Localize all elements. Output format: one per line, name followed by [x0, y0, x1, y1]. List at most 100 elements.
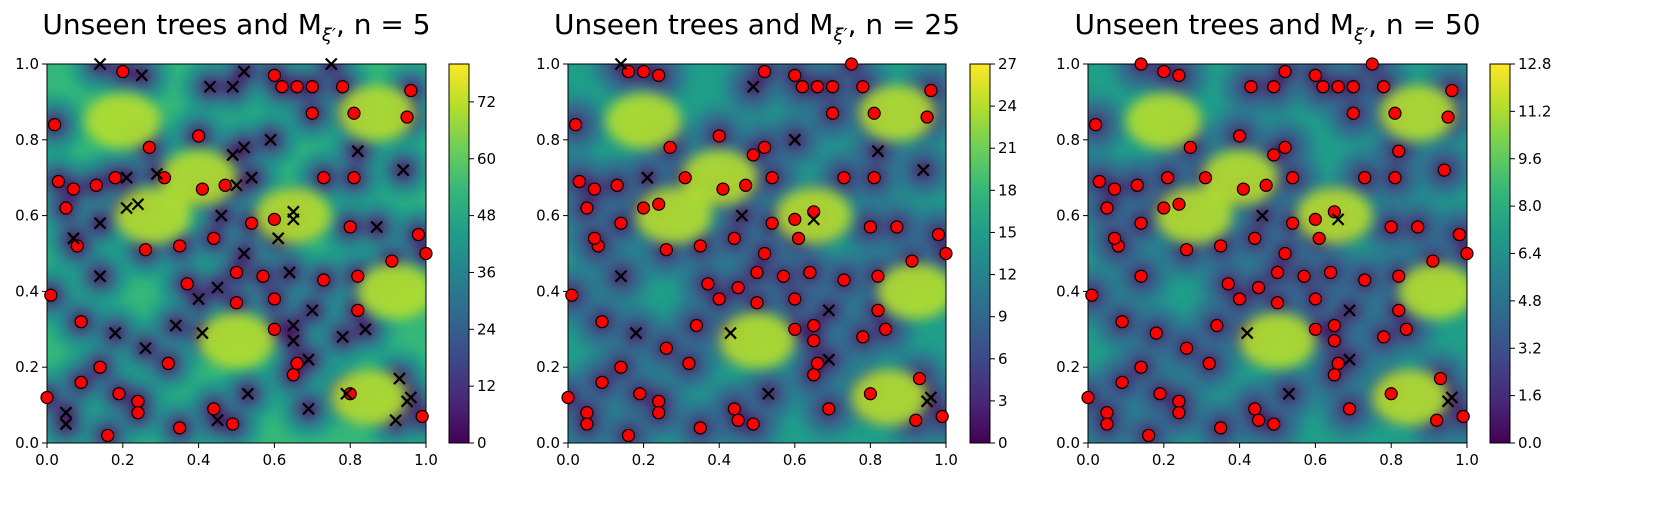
red-point-marker: [245, 216, 259, 230]
cross-marker: [211, 281, 224, 294]
cross-marker: [226, 148, 239, 162]
cross-marker: [336, 330, 349, 344]
red-point-marker: [40, 390, 54, 405]
panel-2-title-main: Unseen trees and M: [554, 8, 833, 41]
red-point-marker: [750, 265, 764, 280]
red-point-marker: [810, 80, 825, 94]
red-point-marker: [1312, 231, 1326, 245]
red-point-marker: [807, 318, 821, 333]
red-point-marker: [351, 269, 365, 283]
red-point-marker: [1358, 171, 1372, 185]
red-point-marker: [1278, 64, 1292, 79]
red-point-marker: [1426, 254, 1440, 268]
cross-marker: [1282, 387, 1296, 401]
red-point-marker: [712, 292, 726, 306]
red-point-marker: [180, 277, 194, 291]
red-point-marker: [580, 417, 594, 431]
red-point-marker: [1236, 182, 1250, 196]
cross-marker: [230, 179, 243, 192]
red-point-marker: [70, 239, 84, 253]
red-point-marker: [1157, 201, 1171, 215]
panel-2-ytick-label: 0.6: [536, 207, 560, 225]
panel-3-colorbar-tick-label: 1.6: [1518, 387, 1542, 405]
panel-2: Unseen trees and Mξ′, n = 25 0.0 0.2 0.4 0.…: [536, 8, 1017, 469]
panel-2-xtick-label: 0.6: [783, 451, 807, 469]
red-point-marker: [580, 406, 594, 420]
red-point-marker: [267, 68, 281, 82]
red-point-marker: [757, 140, 772, 154]
red-point-marker: [652, 406, 666, 420]
red-point-marker: [1346, 80, 1360, 94]
panel-2-cross-markers: [614, 57, 938, 408]
panel-2-title: Unseen trees and Mξ′, n = 25: [554, 8, 960, 46]
panel-3-xtick-label: 0.8: [1379, 451, 1403, 469]
cross-marker: [211, 413, 224, 427]
red-point-marker: [1251, 413, 1266, 427]
red-point-marker: [218, 178, 232, 192]
panel-3-colorbar-tick-label: 6.4: [1518, 245, 1542, 263]
red-point-marker: [568, 118, 583, 132]
red-point-marker: [909, 413, 923, 427]
red-point-marker: [890, 220, 904, 234]
panel-1-title-sub: ξ′: [321, 25, 336, 46]
red-point-marker: [1251, 281, 1266, 295]
cross-marker: [389, 413, 402, 427]
panel-3-title-main: Unseen trees and M: [1074, 8, 1353, 41]
red-point-marker: [565, 288, 579, 302]
red-point-marker: [1115, 315, 1129, 329]
panel-3-contour-field: [1088, 64, 1467, 443]
cross-marker: [340, 387, 353, 401]
panel-2-colorbar-tick-label: 18: [998, 181, 1017, 199]
cross-marker: [1256, 209, 1269, 222]
cross-marker: [1240, 326, 1254, 340]
panel-2-ytick-label: 0.4: [536, 282, 560, 300]
red-point-marker: [89, 178, 103, 192]
red-point-marker: [1259, 178, 1273, 192]
red-point-marker: [878, 322, 893, 336]
red-point-marker: [712, 129, 726, 143]
cross-marker: [203, 80, 217, 94]
red-point-marker: [1297, 269, 1311, 283]
red-point-marker: [1286, 171, 1300, 185]
panel-2-ytick-label: 0.8: [536, 131, 560, 149]
red-point-marker: [1388, 171, 1402, 185]
red-point-marker: [1267, 80, 1281, 94]
panel-3-ytick-label: 0.8: [1056, 131, 1080, 149]
red-point-marker: [1308, 322, 1323, 336]
red-point-marker: [351, 303, 365, 317]
cross-marker: [67, 232, 80, 245]
red-point-marker: [1399, 322, 1413, 336]
red-point-marker: [825, 106, 840, 120]
cross-marker: [93, 57, 107, 71]
cross-marker: [404, 391, 418, 404]
red-point-marker: [905, 254, 919, 268]
panel-1-colorbar-tick-label: 72: [477, 93, 496, 111]
cross-marker: [917, 163, 930, 177]
red-point-marker: [1323, 265, 1338, 280]
panel-1-xtick-label: 0.0: [35, 451, 59, 469]
panel-1-colorbar-tick-label: 24: [477, 320, 496, 338]
red-point-marker: [1183, 140, 1197, 154]
red-point-marker: [701, 277, 715, 291]
red-point-marker: [290, 356, 304, 371]
cross-marker: [351, 144, 365, 158]
panel-1-ytick-label: 0.6: [15, 207, 39, 225]
cross-marker: [226, 80, 239, 94]
cross-marker: [131, 197, 145, 211]
red-point-marker: [1134, 57, 1148, 71]
panel-2-xtick-label: 0.2: [632, 451, 656, 469]
cross-marker: [287, 334, 300, 347]
panel-1-title-n: , n = 5: [336, 8, 431, 41]
cross-marker: [393, 372, 406, 385]
red-point-marker: [1346, 106, 1360, 120]
red-point-marker: [621, 428, 636, 443]
panel-1-colorbar: [448, 63, 470, 444]
red-point-marker: [659, 243, 673, 257]
cross-marker: [93, 269, 107, 283]
panel-2-xtick-label: 1.0: [934, 451, 958, 469]
red-point-marker: [803, 265, 817, 280]
red-point-marker: [317, 171, 331, 185]
red-point-marker: [1437, 163, 1451, 177]
cross-marker: [120, 171, 133, 184]
cross-marker: [196, 326, 209, 340]
